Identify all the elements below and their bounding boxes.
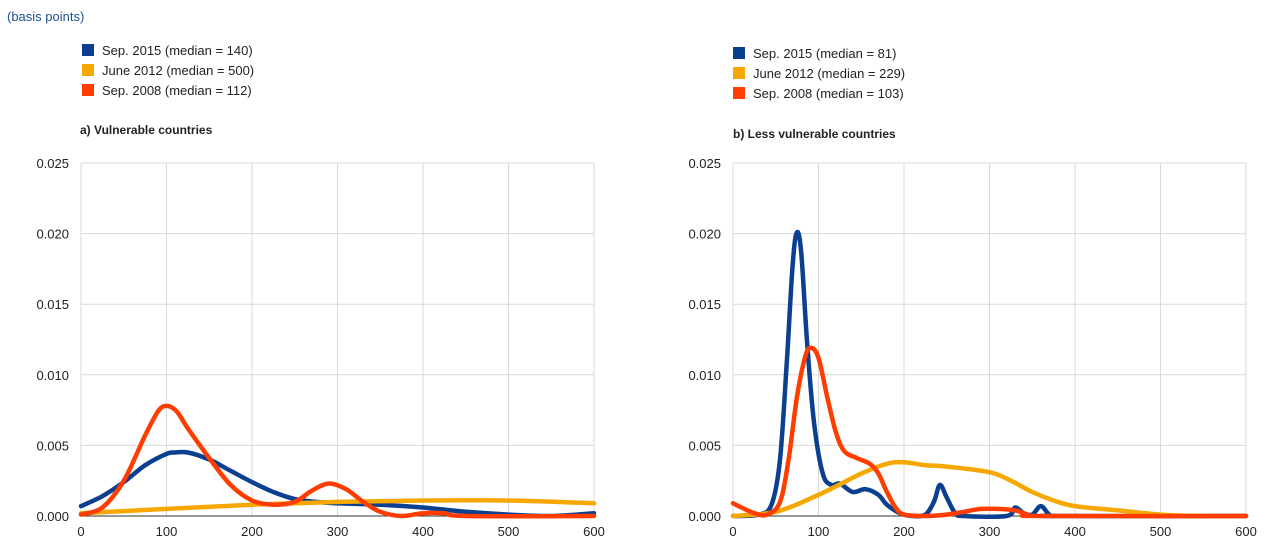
x-tick-label: 100 <box>808 524 830 539</box>
x-tick-label: 300 <box>979 524 1001 539</box>
legend-swatch <box>733 47 745 59</box>
chart-title: b) Less vulnerable countries <box>733 127 896 141</box>
y-tick-label: 0.025 <box>688 156 721 171</box>
legend-swatch <box>82 44 94 56</box>
y-tick-label: 0.020 <box>688 227 721 242</box>
legend-label: Sep. 2008 (median = 112) <box>102 83 252 98</box>
legend-swatch <box>733 67 745 79</box>
x-tick-label: 500 <box>1150 524 1172 539</box>
x-tick-label: 200 <box>893 524 915 539</box>
legend-label: June 2012 (median = 229) <box>753 66 905 81</box>
y-tick-label: 0.025 <box>36 156 69 171</box>
x-tick-label: 300 <box>327 524 349 539</box>
legend-swatch <box>82 84 94 96</box>
x-tick-label: 200 <box>241 524 263 539</box>
y-tick-label: 0.015 <box>36 297 69 312</box>
legend-label: June 2012 (median = 500) <box>102 63 254 78</box>
x-tick-label: 400 <box>412 524 434 539</box>
y-tick-label: 0.010 <box>36 368 69 383</box>
chart-title: a) Vulnerable countries <box>80 123 213 137</box>
chart-panel-1: Sep. 2015 (median = 81) June 2012 (median… <box>688 46 1256 539</box>
y-tick-label: 0.005 <box>36 438 69 453</box>
legend-label: Sep. 2015 (median = 140) <box>102 43 253 58</box>
legend-label: Sep. 2015 (median = 81) <box>753 46 896 61</box>
legend-swatch <box>733 87 745 99</box>
legend-label: Sep. 2008 (median = 103) <box>753 86 904 101</box>
x-tick-label: 100 <box>156 524 178 539</box>
legend-swatch <box>82 64 94 76</box>
x-tick-label: 0 <box>729 524 736 539</box>
x-tick-label: 600 <box>1235 524 1257 539</box>
y-tick-label: 0.000 <box>688 509 721 524</box>
x-tick-label: 0 <box>77 524 84 539</box>
chart-panel-0: Sep. 2015 (median = 140) June 2012 (media… <box>36 43 604 539</box>
x-tick-label: 400 <box>1064 524 1086 539</box>
x-tick-label: 500 <box>498 524 520 539</box>
y-tick-label: 0.020 <box>36 227 69 242</box>
y-tick-label: 0.015 <box>688 297 721 312</box>
x-tick-label: 600 <box>583 524 605 539</box>
y-tick-label: 0.005 <box>688 438 721 453</box>
y-tick-label: 0.000 <box>36 509 69 524</box>
y-tick-label: 0.010 <box>688 368 721 383</box>
